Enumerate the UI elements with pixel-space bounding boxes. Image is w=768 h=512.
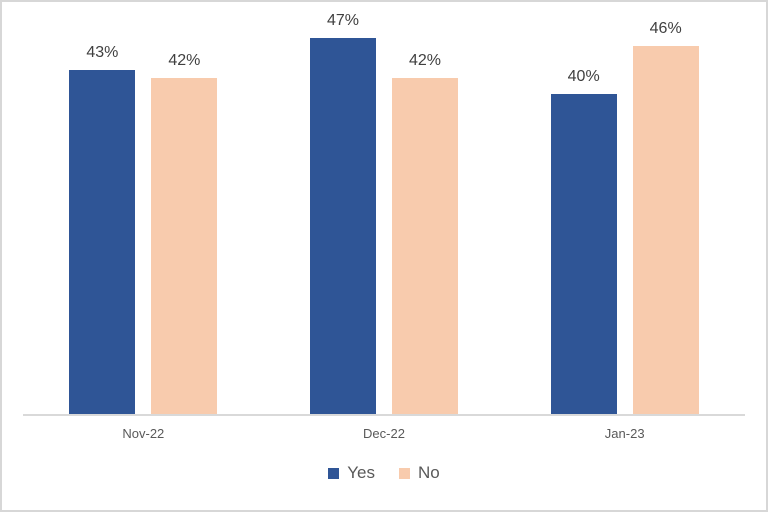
plot-area: 43% 42% 47% 42% 40% 46% bbox=[23, 2, 745, 416]
legend-label: Yes bbox=[347, 463, 375, 482]
data-label: 43% bbox=[86, 44, 119, 61]
x-axis-label: Dec-22 bbox=[363, 426, 405, 441]
data-label: 40% bbox=[567, 68, 600, 85]
data-label: 42% bbox=[408, 52, 442, 69]
bar-no: 42% bbox=[151, 52, 218, 414]
bar-group-jan-23: 40% 46% bbox=[504, 2, 745, 414]
data-label: 42% bbox=[168, 52, 201, 69]
legend-entry-yes: Yes bbox=[328, 463, 375, 483]
bar-yes: 47% bbox=[310, 12, 376, 414]
x-axis-label: Nov-22 bbox=[122, 426, 165, 441]
data-label: 46% bbox=[649, 20, 682, 37]
bar-no: 42% bbox=[392, 52, 458, 414]
bar-no: 46% bbox=[632, 20, 699, 414]
legend-marker-icon bbox=[328, 467, 340, 479]
legend-marker-icon bbox=[399, 467, 410, 479]
data-label: 47% bbox=[326, 12, 360, 29]
legend: Yes No bbox=[2, 463, 766, 483]
bar-yes: 40% bbox=[550, 68, 617, 414]
x-axis-label: Jan-23 bbox=[604, 426, 645, 441]
bar-group-dec-22: 47% 42% bbox=[264, 2, 505, 414]
legend-entry-no: No bbox=[399, 463, 440, 483]
bar-yes: 43% bbox=[69, 44, 136, 414]
bar-group-nov-22: 43% 42% bbox=[23, 2, 264, 414]
x-axis-labels: Nov-22 Dec-22 Jan-23 bbox=[23, 426, 745, 441]
legend-label: No bbox=[418, 463, 440, 482]
